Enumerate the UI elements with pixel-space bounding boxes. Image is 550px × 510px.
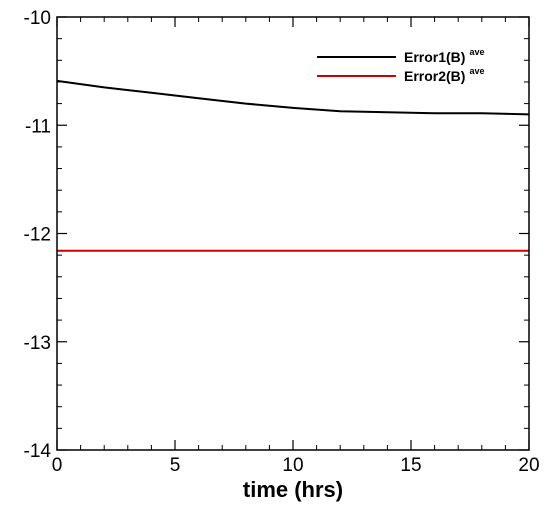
y-tick-labels: -10 -11 -12 -13 -14 [24,8,52,462]
x-tick-label: 10 [282,455,303,476]
y-tick-label: -11 [25,116,51,137]
y-tick-label: -14 [24,441,52,462]
series-line-1 [56,79,530,116]
x-tick-label: 5 [170,455,181,476]
legend-label-superscript: ave [469,66,484,76]
y-tick-label: -10 [24,8,51,29]
series-lines [56,79,530,252]
plot-frame [56,16,530,451]
legend-label-1: Error1(B) ave [404,47,485,65]
x-axis-title: time (hrs) [243,477,343,502]
legend-label-superscript: ave [469,47,484,57]
legend-label-2: Error2(B) ave [404,66,485,84]
x-tick-labels: 0 5 10 15 20 [52,455,540,476]
y-tick-label: -13 [24,333,51,354]
x-tick-label: 20 [518,455,539,476]
y-tick-label: -12 [24,225,51,246]
tick-marks [56,16,530,451]
x-tick-label: 0 [52,455,63,476]
x-tick-label: 15 [400,455,421,476]
